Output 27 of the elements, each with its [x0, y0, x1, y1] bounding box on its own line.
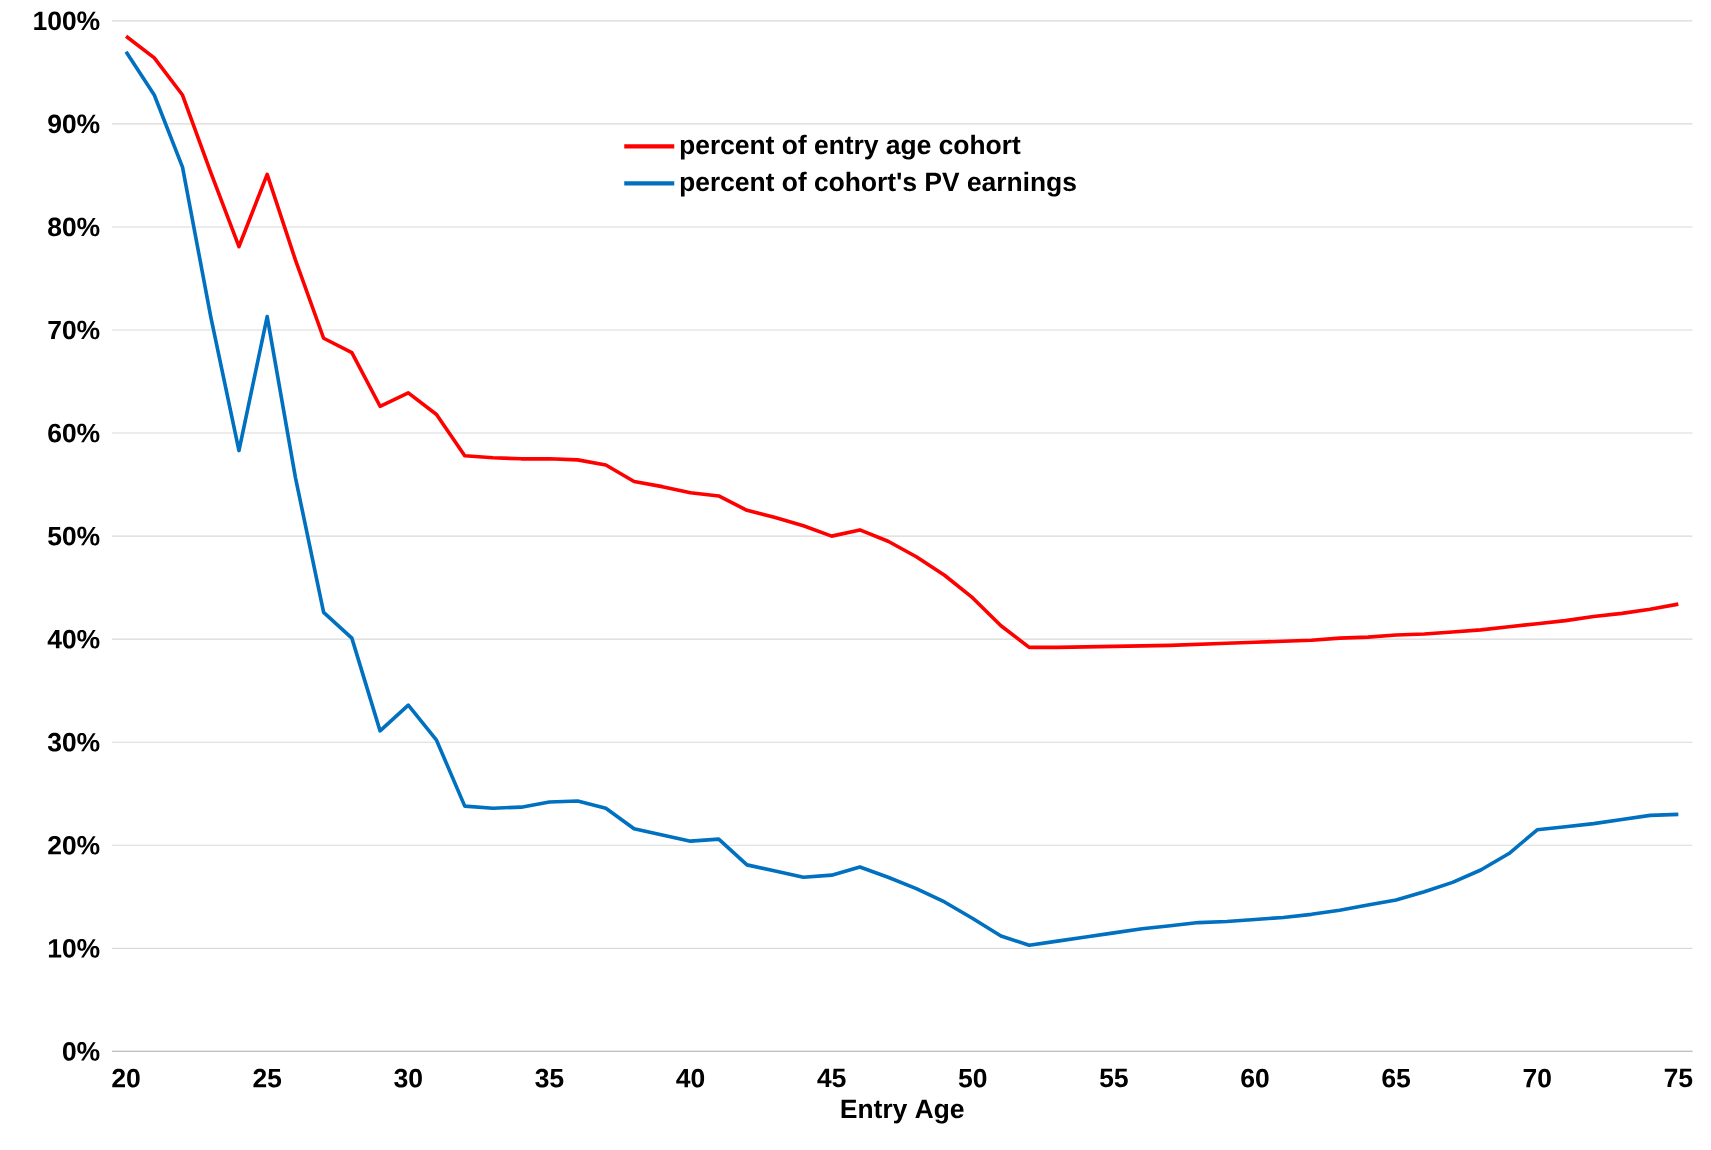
x-tick-label: 25 [253, 1068, 282, 1088]
y-tick-label: 70% [48, 320, 100, 340]
x-tick-label: 45 [817, 1068, 846, 1088]
x-tick-label: 65 [1382, 1068, 1411, 1088]
y-tick-label: 60% [48, 423, 100, 443]
y-tick-label: 100% [34, 11, 100, 31]
y-tick-label: 50% [48, 526, 100, 546]
legend-label: percent of entry age cohort [680, 134, 1021, 160]
y-tick-label: 20% [48, 835, 100, 855]
x-tick-label: 50 [958, 1068, 987, 1088]
legend-label: percent of cohort's PV earnings [680, 171, 1076, 197]
x-tick-label: 40 [676, 1068, 705, 1088]
y-tick-label: 0% [63, 1042, 100, 1061]
x-tick-label: 55 [1100, 1068, 1128, 1088]
x-tick-label: 30 [394, 1068, 422, 1088]
x-tick-label: 35 [535, 1068, 564, 1088]
y-tick-label: 30% [47, 732, 100, 752]
y-tick-label: 40% [47, 629, 100, 649]
x-tick-label: 20 [112, 1068, 140, 1088]
x-tick-label: 75 [1664, 1068, 1693, 1088]
y-tick-label: 90% [48, 114, 100, 134]
y-tick-label: 10% [48, 939, 100, 958]
y-tick-label: 80% [48, 217, 100, 237]
x-axis-title: Entry Age [841, 1099, 964, 1124]
x-tick-label: 60 [1241, 1068, 1269, 1088]
line-series [124, 49, 1681, 948]
x-tick-label: 70 [1523, 1068, 1551, 1088]
